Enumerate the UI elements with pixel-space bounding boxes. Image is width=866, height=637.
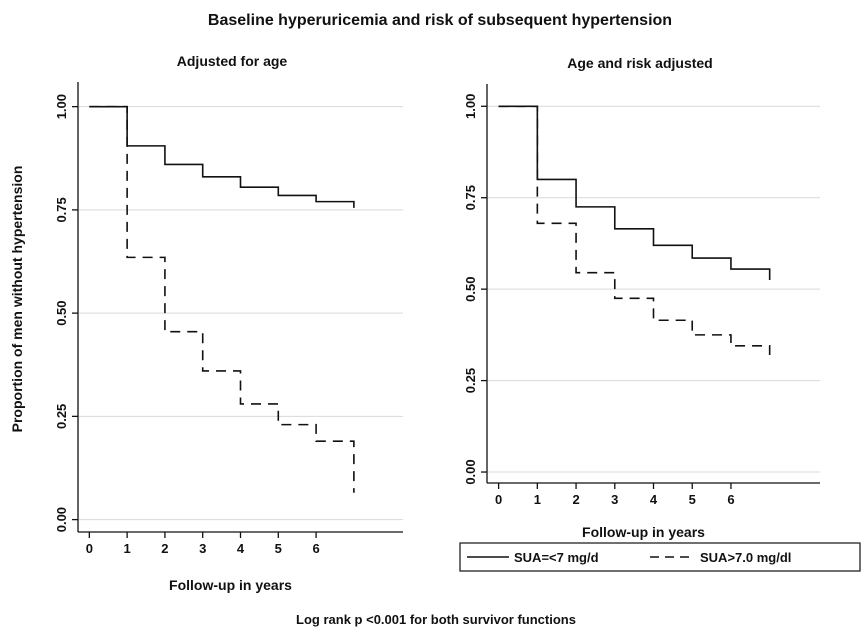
- panel-age-and-risk-adjusted: Age and risk adjusted 0.00 0.25 0.50 0.75 1.0…: [463, 55, 820, 540]
- x-tick-label: 0: [495, 492, 502, 507]
- curve-sua-high: [498, 105, 771, 355]
- x-tick-label: 3: [199, 541, 206, 556]
- x-tick-label: 1: [534, 492, 541, 507]
- x-tick-label: 6: [312, 541, 319, 556]
- panel-title: Adjusted for age: [177, 53, 288, 69]
- y-tick-label: 0.50: [463, 277, 478, 302]
- figure-title: Baseline hyperuricemia and risk of subse…: [208, 12, 672, 29]
- x-tick-label: 4: [650, 492, 658, 507]
- y-tick-label: 0.25: [54, 404, 69, 429]
- panel-adjusted-for-age: Adjusted for age 0.00 0.25 0.50 0.75 1.00 0 1 2 3…: [9, 53, 403, 593]
- y-tick-label: 1.00: [463, 94, 478, 119]
- x-axis-title: Follow-up in years: [169, 577, 292, 593]
- legend-box: [459, 542, 861, 572]
- x-tick-label: 6: [727, 492, 734, 507]
- x-tick-label: 5: [275, 541, 282, 556]
- y-tick-label: 0.50: [54, 300, 69, 325]
- legend-label-dashed: SUA>7.0 mg/dl: [700, 550, 791, 565]
- legend-label-solid: SUA=<7 mg/d: [514, 550, 599, 565]
- footnote: Log rank p <0.001 for both survivor func…: [296, 612, 576, 627]
- curve-sua-high: [89, 105, 355, 493]
- y-tick-label: 0.00: [463, 459, 478, 484]
- x-tick-label: 1: [124, 541, 131, 556]
- panel-title: Age and risk adjusted: [567, 55, 712, 71]
- y-tick-label: 0.75: [54, 197, 69, 222]
- y-tick-label: 0.75: [463, 185, 478, 210]
- x-axis-title: Follow-up in years: [582, 524, 705, 540]
- y-axis-title: Proportion of men without hypertension: [9, 166, 25, 433]
- x-tick-label: 5: [689, 492, 696, 507]
- y-tick-label: 1.00: [54, 94, 69, 119]
- y-tick-label: 0.00: [54, 507, 69, 532]
- y-tick-label: 0.25: [463, 368, 478, 393]
- x-tick-label: 3: [611, 492, 618, 507]
- legend: SUA=<7 mg/d SUA>7.0 mg/dl: [459, 542, 861, 572]
- x-tick-label: 2: [161, 541, 168, 556]
- curve-sua-normal: [89, 105, 355, 208]
- x-tick-label: 2: [572, 492, 579, 507]
- curve-sua-normal: [498, 105, 771, 281]
- x-tick-label: 4: [237, 541, 245, 556]
- x-tick-label: 0: [86, 541, 93, 556]
